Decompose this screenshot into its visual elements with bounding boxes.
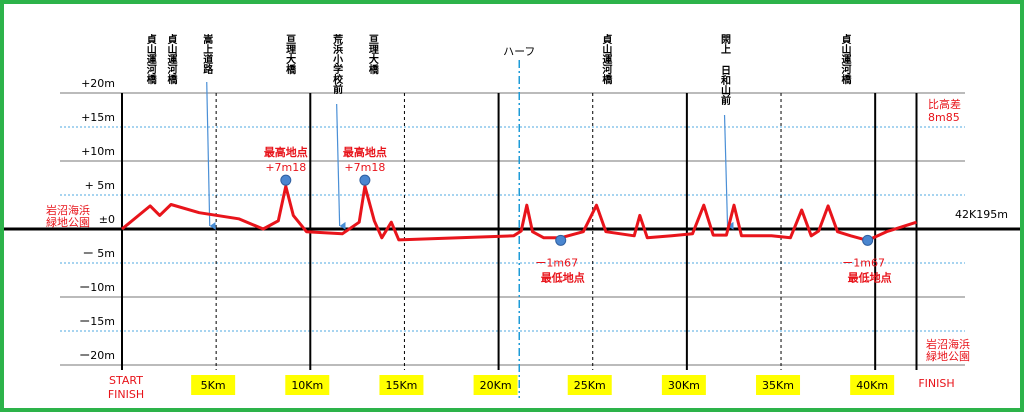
landmark-label: 貞山運河橋 xyxy=(600,33,612,85)
distance-label: 42K195m xyxy=(955,208,1008,221)
y-tick-label: ー20m xyxy=(79,349,115,362)
x-tick-label: 5Km xyxy=(201,379,226,392)
x-tick-box xyxy=(191,375,236,395)
landmark-label: 貞山運河橋 xyxy=(839,33,851,85)
finish-place: 緑地公園 xyxy=(926,349,970,363)
x-tick-box xyxy=(567,375,612,395)
start-place: 緑地公園 xyxy=(46,215,90,229)
y-tick-label: ±0 xyxy=(99,213,115,226)
x-tick-box xyxy=(379,375,424,395)
x-tick-label: 35Km xyxy=(762,379,794,392)
x-tick-box xyxy=(285,375,330,395)
x-tick-label: 40Km xyxy=(856,379,888,392)
highlight-point xyxy=(359,174,371,186)
landmark-label: 荒浜小学校前 xyxy=(331,33,344,95)
highlight-value: ー1m67 xyxy=(842,256,885,269)
y-tick-label: + 5m xyxy=(85,179,115,192)
highlight-label: 最低地点 xyxy=(848,270,892,284)
highlight-value: ー1m67 xyxy=(535,256,578,269)
y-tick-label: ー15m xyxy=(79,315,115,328)
y-tick-label: ー10m xyxy=(79,281,115,294)
x-tick-label: 30Km xyxy=(668,379,700,392)
landmark-label: 貞山運河橋 xyxy=(144,33,156,85)
half-label: ハーフ xyxy=(503,45,535,58)
finish-place: 岩沼海浜 xyxy=(926,337,970,351)
elevation-line xyxy=(121,184,917,242)
highlight-label: 最高地点 xyxy=(343,145,387,159)
start-label: FINISH xyxy=(108,388,144,401)
highlight-point xyxy=(555,234,567,246)
x-tick-box xyxy=(850,375,895,395)
landmark-arrow xyxy=(336,103,346,230)
highlight-value: +7m18 xyxy=(265,161,306,174)
range-note: 比高差 xyxy=(928,97,961,111)
y-tick-label: +15m xyxy=(81,111,115,124)
x-tick-label: 15Km xyxy=(385,379,417,392)
highlight-point xyxy=(862,234,874,246)
y-tick-label: ー 5m xyxy=(83,247,115,260)
highlight-label: 最低地点 xyxy=(541,270,585,284)
x-tick-box xyxy=(661,375,706,395)
x-tick-label: 25Km xyxy=(574,379,606,392)
highlight-value: +7m18 xyxy=(344,161,385,174)
x-tick-label: 10Km xyxy=(291,379,323,392)
landmark-label: 貞山運河橋 xyxy=(165,33,177,85)
x-tick-label: 20Km xyxy=(480,379,512,392)
landmark-arrow xyxy=(206,81,216,230)
x-tick-box xyxy=(473,375,518,395)
highlight-label: 最高地点 xyxy=(264,145,308,159)
landmark-label: 閖上 日和山前 xyxy=(719,34,732,106)
y-tick-label: +20m xyxy=(81,77,115,90)
x-tick-box xyxy=(756,375,801,395)
start-label: START xyxy=(109,374,143,387)
finish-label: FINISH xyxy=(918,377,954,390)
landmark-label: 亘理大橋 xyxy=(284,34,296,75)
landmark-label: 嵩上道路 xyxy=(201,33,213,75)
range-note: 8m85 xyxy=(928,111,960,124)
start-place: 岩沼海浜 xyxy=(46,203,90,217)
landmark-arrow xyxy=(723,114,734,230)
highlight-point xyxy=(280,174,292,186)
y-tick-label: +10m xyxy=(81,145,115,158)
landmark-label: 亘理大橋 xyxy=(366,34,378,75)
